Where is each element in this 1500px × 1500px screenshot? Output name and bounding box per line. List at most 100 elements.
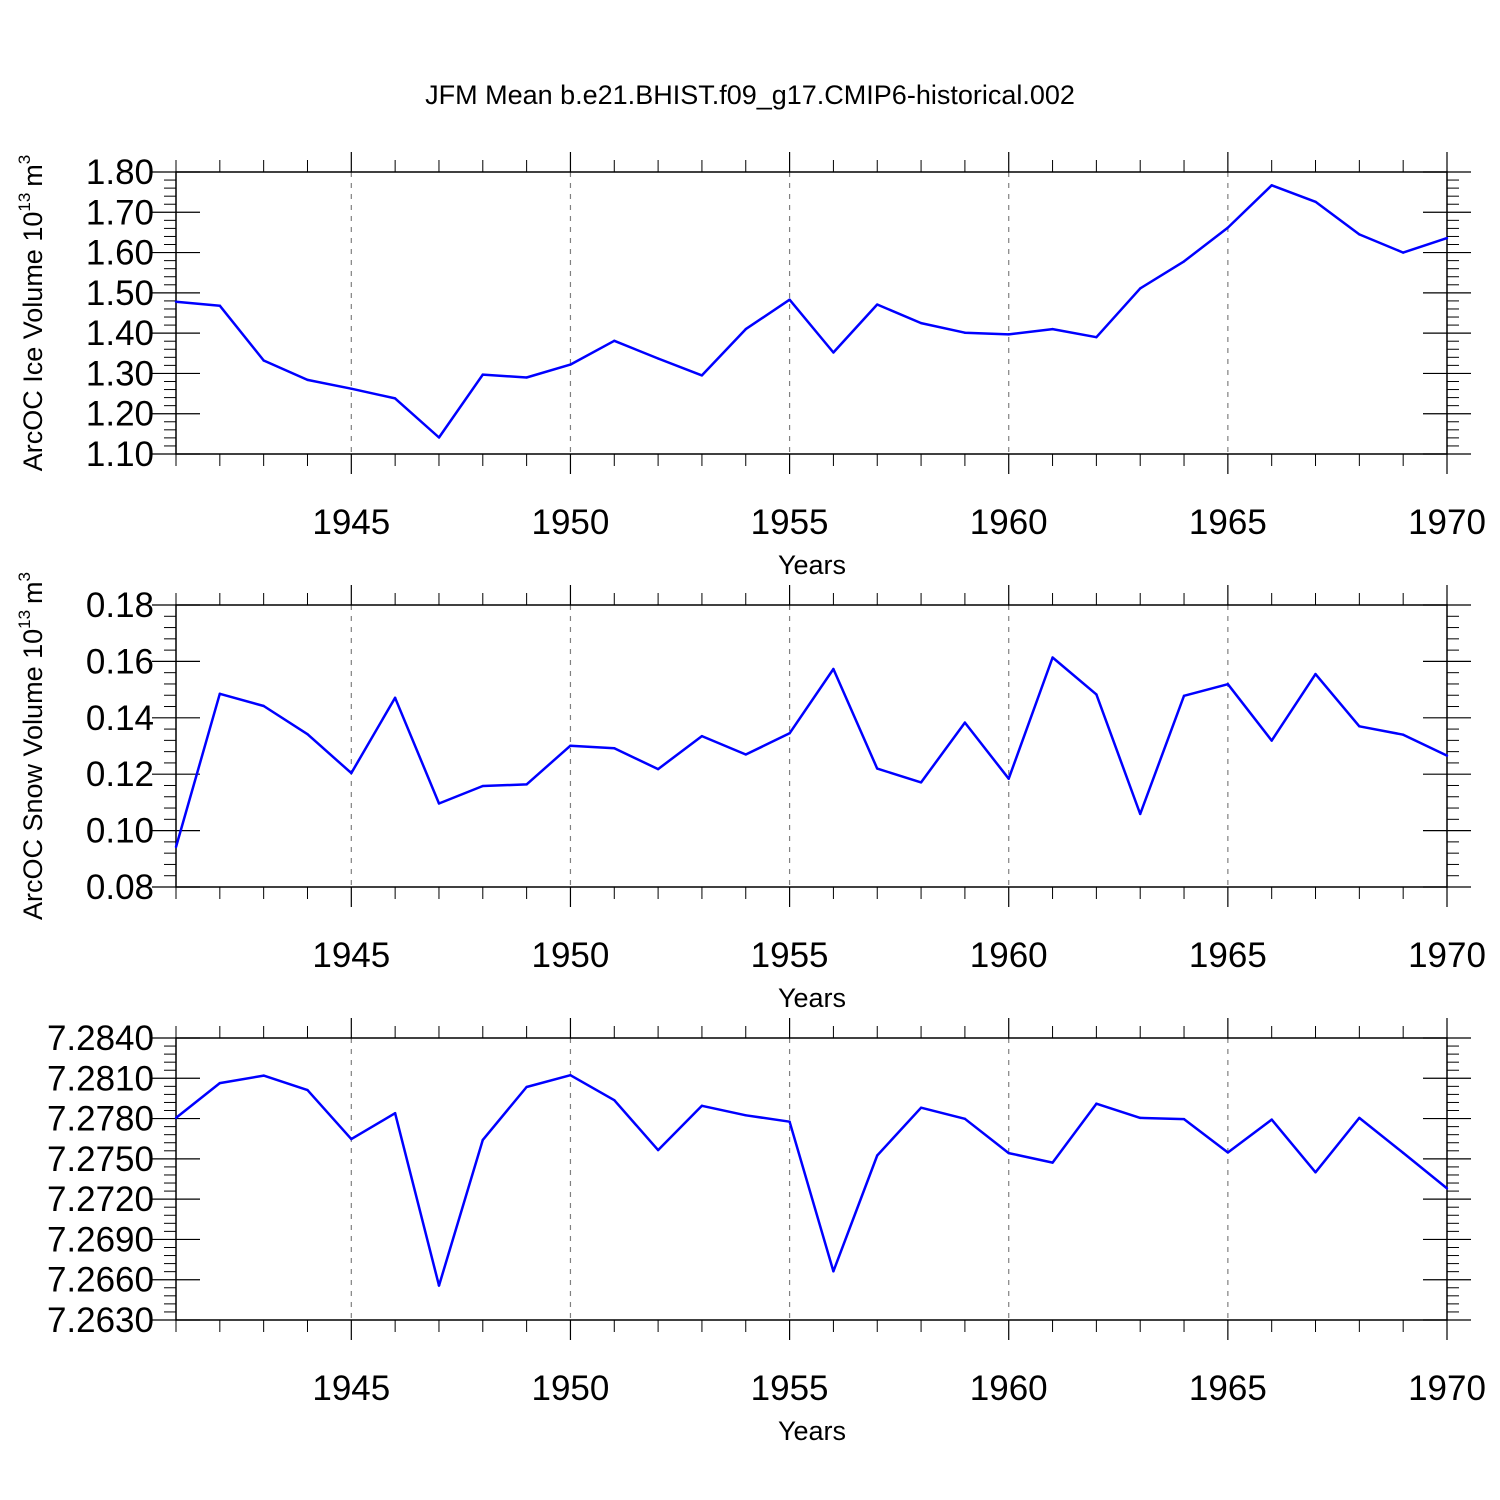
y-tick-label: 0.16 (86, 642, 154, 681)
data-point (832, 667, 835, 671)
x-tick-label: 1955 (751, 936, 829, 975)
data-point (481, 784, 484, 788)
x-tick-label: 1965 (1189, 503, 1267, 542)
figure-title: JFM Mean b.e21.BHIST.f09_g17.CMIP6-histo… (425, 80, 1075, 110)
x-tick-label: 1950 (532, 503, 610, 542)
data-point (1270, 1118, 1273, 1121)
data-point (525, 783, 528, 786)
data-point (350, 1137, 353, 1141)
data-point (613, 339, 616, 342)
data-point (744, 1114, 747, 1117)
x-tick-label: 1970 (1408, 936, 1486, 975)
data-point (218, 692, 222, 696)
y-tick-label: 7.2630 (47, 1301, 154, 1340)
series-line (174, 656, 1448, 848)
data-point (1226, 226, 1230, 229)
data-point (876, 1154, 879, 1157)
y-tick-label: 1.60 (86, 234, 154, 273)
data-point (963, 721, 967, 724)
series-line (175, 184, 1448, 439)
data-point (1182, 694, 1186, 698)
data-point (393, 696, 397, 699)
data-point (306, 732, 309, 736)
data-point (481, 1138, 484, 1142)
x-tick-label: 1945 (312, 1369, 390, 1408)
x-tick-label: 1960 (970, 936, 1048, 975)
data-point (393, 1112, 397, 1115)
data-point (174, 300, 178, 303)
y-tick-label: 7.2720 (47, 1180, 154, 1219)
data-point (1007, 333, 1010, 336)
data-point (876, 303, 879, 306)
data-point (262, 359, 265, 362)
data-point (1445, 754, 1449, 757)
data-point (744, 327, 747, 331)
y-tick-label: 0.10 (86, 812, 154, 851)
x-tick-label: 1960 (970, 1369, 1048, 1408)
data-point (1139, 287, 1142, 290)
x-axis-label: Years (778, 550, 846, 580)
x-tick-label: 1950 (532, 936, 610, 975)
y-axis-label: ArcOC Snow Volume 1013m3 (15, 572, 48, 920)
data-point (1314, 1171, 1317, 1174)
y-tick-label: 7.2690 (47, 1220, 154, 1259)
data-point (437, 802, 441, 805)
y-tick-label: 7.2750 (47, 1140, 154, 1179)
data-point (1314, 200, 1317, 204)
data-point (262, 1074, 265, 1077)
panel-1: 1945 1950 1955 1960 1965 1970 1.101.201.301.40… (15, 152, 1486, 580)
data-point (1007, 777, 1010, 780)
y-tick-label: 0.12 (86, 755, 154, 794)
data-point (1401, 251, 1405, 254)
data-point (218, 304, 222, 307)
y-tick-label: 1.30 (86, 354, 154, 393)
x-tick-label: 1955 (751, 503, 829, 542)
x-tick-label: 1970 (1408, 1369, 1486, 1408)
panel-3: 1945 1950 1955 1960 1965 1970 7.26307.26607.26… (47, 1018, 1486, 1446)
plot-frame (175, 1037, 1448, 1321)
y-tick-label: 1.20 (86, 395, 154, 434)
y-tick-label: 7.2840 (47, 1019, 154, 1058)
y-axis-label: ArcOC Ice Volume 1013m3 (15, 155, 48, 472)
data-point (700, 734, 704, 738)
data-point (1051, 656, 1054, 659)
data-point (306, 1088, 309, 1092)
data-point (613, 747, 616, 750)
data-point (656, 357, 660, 360)
y-tick-label: 1.70 (86, 193, 154, 232)
y-tick-label: 7.2660 (47, 1261, 154, 1300)
x-tick-label: 1960 (970, 503, 1048, 542)
x-tick-label: 1950 (532, 1369, 610, 1408)
plot-frame (175, 171, 1448, 455)
data-point (1401, 1151, 1405, 1155)
data-point (963, 1117, 967, 1121)
data-point (1358, 1116, 1361, 1120)
data-point (437, 436, 441, 439)
data-point (1182, 260, 1186, 263)
data-point (832, 1270, 835, 1273)
data-point (1139, 812, 1142, 816)
data-point (393, 397, 397, 400)
y-tick-label: 0.14 (86, 699, 154, 738)
data-point (876, 767, 879, 770)
data-point (1007, 1151, 1010, 1155)
data-point (262, 704, 265, 708)
data-point (306, 378, 309, 382)
data-point (788, 298, 791, 301)
data-point (569, 1073, 572, 1077)
data-point (1314, 672, 1317, 676)
data-point (1226, 1151, 1230, 1154)
data-point (481, 373, 484, 376)
data-point (569, 363, 572, 366)
x-axis-label: Years (778, 983, 846, 1013)
data-point (1051, 1161, 1054, 1164)
data-point (919, 781, 923, 784)
y-tick-label: 1.50 (86, 274, 154, 313)
data-point (788, 732, 791, 735)
y-tick-label: 7.2810 (47, 1059, 154, 1098)
y-tick-label: 0.08 (86, 868, 154, 907)
data-point (656, 1148, 660, 1152)
y-tick-label: 0.18 (86, 586, 154, 625)
y-tick-label: 1.10 (86, 435, 154, 474)
